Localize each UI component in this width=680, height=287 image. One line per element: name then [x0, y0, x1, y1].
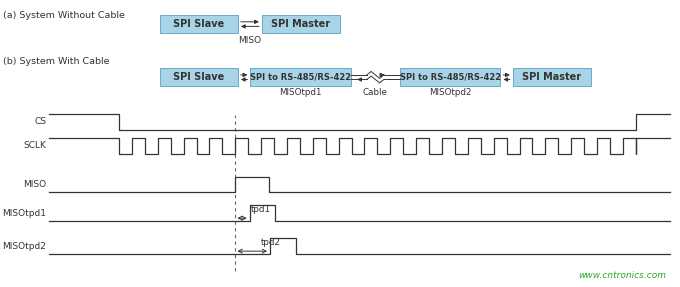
Text: MISOtpd1: MISOtpd1: [2, 209, 46, 218]
Text: tpd2: tpd2: [261, 238, 281, 247]
FancyBboxPatch shape: [160, 15, 238, 33]
Text: (b) System With Cable: (b) System With Cable: [3, 57, 110, 66]
FancyBboxPatch shape: [250, 68, 351, 86]
Text: MISOtpd2: MISOtpd2: [2, 242, 46, 251]
Text: SPI to RS-485/RS-422: SPI to RS-485/RS-422: [400, 73, 500, 82]
Text: MISOtpd1: MISOtpd1: [279, 88, 322, 97]
Text: tpd1: tpd1: [250, 205, 271, 214]
Text: SPI to RS-485/RS-422: SPI to RS-485/RS-422: [250, 73, 351, 82]
FancyBboxPatch shape: [160, 68, 238, 86]
Text: MISO: MISO: [238, 36, 262, 45]
Text: SPI Master: SPI Master: [271, 19, 330, 29]
Text: SPI Master: SPI Master: [522, 72, 581, 82]
Text: www.cntronics.com: www.cntronics.com: [579, 271, 666, 280]
Text: Cable: Cable: [363, 88, 388, 97]
Text: (a) System Without Cable: (a) System Without Cable: [3, 11, 125, 20]
FancyBboxPatch shape: [262, 15, 340, 33]
Text: MISO: MISO: [23, 180, 46, 189]
Text: CS: CS: [34, 117, 46, 126]
Text: SPI Slave: SPI Slave: [173, 72, 224, 82]
FancyBboxPatch shape: [400, 68, 500, 86]
Text: SCLK: SCLK: [23, 141, 46, 150]
FancyBboxPatch shape: [513, 68, 591, 86]
Text: MISOtpd2: MISOtpd2: [429, 88, 471, 97]
Text: SPI Slave: SPI Slave: [173, 19, 224, 29]
